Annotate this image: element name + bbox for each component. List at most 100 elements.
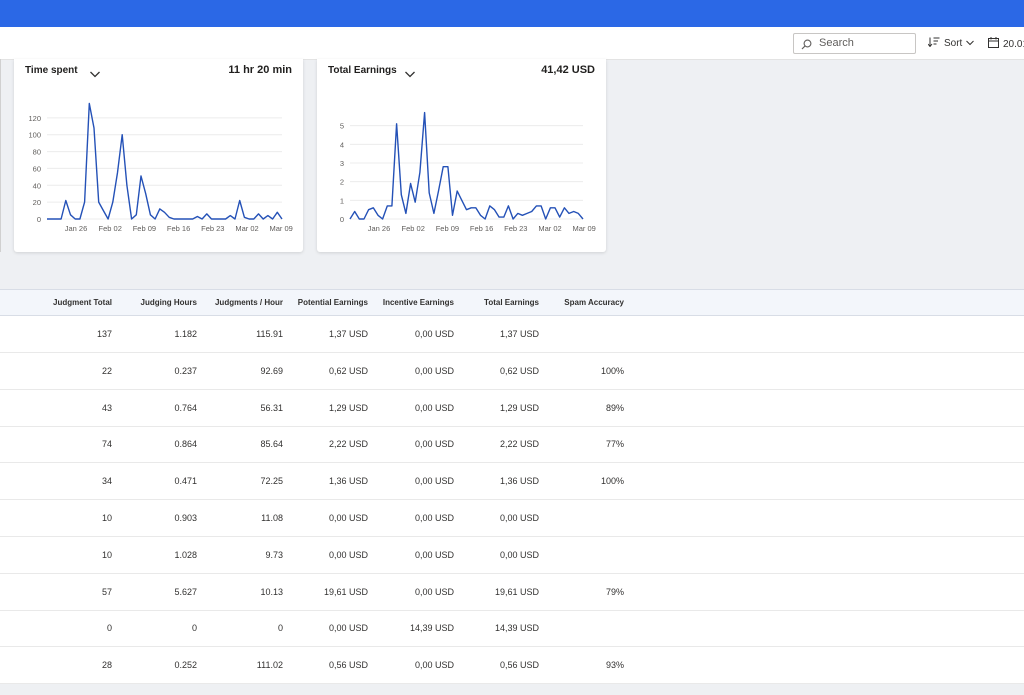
table-cell: 0,00 USD (328, 549, 368, 560)
y-tick-label: 0 (37, 215, 41, 224)
table-cell: 0,62 USD (328, 365, 368, 376)
table-cell: 0.471 (174, 476, 197, 487)
table-cell: 0,00 USD (414, 365, 454, 376)
x-tick-label: Feb 23 (201, 224, 224, 233)
table-cell: 85.64 (260, 439, 283, 450)
sort-icon (927, 37, 940, 50)
command-bar: Search Sort 20.01 (0, 27, 1024, 60)
table-row[interactable]: 10 0.903 11.08 0,00 USD 0,00 USD 0,00 USD (0, 499, 1024, 537)
y-tick-label: 20 (33, 198, 41, 207)
chevron-down-icon[interactable] (405, 65, 415, 83)
table-cell: 1,36 USD (328, 476, 368, 487)
chevron-down-icon[interactable] (90, 65, 100, 83)
table-row[interactable]: 22 0.237 92.69 0,62 USD 0,00 USD 0,62 USD 100% (0, 352, 1024, 390)
table-cell: 1.028 (174, 549, 197, 560)
table-cell: 1,29 USD (499, 402, 539, 413)
table-cell: 1,36 USD (499, 476, 539, 487)
column-header[interactable]: Incentive Earnings (382, 298, 454, 307)
table-row[interactable]: 43 0.764 56.31 1,29 USD 0,00 USD 1,29 USD 89% (0, 389, 1024, 427)
column-header[interactable]: Judging Hours (140, 298, 197, 307)
table-cell: 1,29 USD (328, 402, 368, 413)
table-cell: 10.13 (260, 586, 283, 597)
table-cell: 43 (101, 402, 112, 413)
card-edge (0, 59, 1, 252)
table-row[interactable]: 74 0.864 85.64 2,22 USD 0,00 USD 2,22 USD 77% (0, 425, 1024, 464)
table-cell: 1.182 (174, 329, 197, 339)
table-cell: 56.31 (260, 402, 283, 413)
table-cell: 0,00 USD (499, 549, 539, 560)
table-cell: 0 (106, 623, 112, 634)
table-cell: 93% (605, 660, 624, 671)
date-range-button[interactable]: 20.01 (988, 37, 1024, 51)
table-cell: 137 (96, 329, 112, 339)
time-spent-chart: 0 20 40 60 80 100 120 Jan 26 Feb 02 Feb 09 Feb 16 F… (28, 102, 293, 233)
app-header-bar (0, 0, 1024, 27)
table-cell: 0,00 USD (414, 402, 454, 413)
table-row[interactable]: 57 5.627 10.13 19,61 USD 0,00 USD 19,61 USD 79… (0, 573, 1024, 611)
y-tick-label: 5 (340, 122, 344, 131)
table-cell: 0,00 USD (414, 549, 454, 560)
x-tick-label: Jan 26 (368, 224, 391, 233)
table-cell: 0,00 USD (414, 660, 454, 671)
x-tick-label: Feb 16 (470, 224, 493, 233)
x-tick-label: Feb 02 (402, 224, 425, 233)
card-total-value: 11 hr 20 min (228, 64, 292, 76)
x-tick-label: Mar 09 (573, 224, 596, 233)
table-cell: 5.627 (174, 586, 197, 597)
column-header[interactable]: Judgment Total (53, 298, 112, 307)
table-cell: 0,00 USD (414, 513, 454, 523)
table-row[interactable]: 0 0 0 0,00 USD 14,39 USD 14,39 USD (0, 609, 1024, 648)
column-header[interactable]: Potential Earnings (297, 298, 368, 307)
x-tick-label: Feb 16 (167, 224, 190, 233)
table-cell: 0.903 (174, 513, 197, 523)
table-row[interactable]: 34 0.471 72.25 1,36 USD 0,00 USD 1,36 USD 100% (0, 462, 1024, 501)
table-cell: 11.08 (261, 513, 283, 523)
column-header[interactable]: Spam Accuracy (564, 298, 624, 307)
y-tick-label: 100 (28, 131, 41, 140)
sort-button[interactable]: Sort (927, 37, 975, 50)
table-cell: 2,22 USD (499, 439, 539, 450)
table-cell: 0,00 USD (414, 476, 454, 487)
table-cell: 14,39 USD (409, 623, 454, 634)
table-cell: 9.73 (265, 549, 283, 560)
table-cell: 0,56 USD (499, 660, 539, 671)
table-row[interactable]: 137 1.182 115.91 1,37 USD 0,00 USD 1,37 USD (0, 315, 1024, 353)
series-line (47, 102, 283, 220)
table-cell: 100% (600, 365, 624, 376)
table-cell: 28 (101, 660, 112, 671)
table-cell: 92.69 (260, 365, 283, 376)
table-cell: 77% (605, 439, 624, 450)
x-tick-label: Jan 26 (65, 224, 88, 233)
table-cell: 0,00 USD (328, 623, 368, 634)
table-cell: 0,00 USD (328, 513, 368, 523)
x-tick-label: Mar 09 (270, 224, 293, 233)
card-title: Time spent (25, 65, 78, 76)
y-tick-label: 80 (33, 148, 41, 157)
table-row[interactable]: 28 0.252 111.02 0,56 USD 0,00 USD 0,56 USD 93% (0, 646, 1024, 685)
table-cell: 115.91 (256, 329, 283, 339)
earnings-table: Judgment Total Judging Hours Judgments / H… (0, 289, 1024, 685)
x-tick-label: Mar 02 (235, 224, 258, 233)
table-cell: 0,56 USD (328, 660, 368, 671)
column-header[interactable]: Judgments / Hour (214, 298, 283, 307)
x-tick-label: Feb 09 (436, 224, 459, 233)
search-box[interactable]: Search (793, 33, 916, 54)
y-tick-label: 1 (340, 196, 344, 205)
table-cell: 2,22 USD (328, 439, 368, 450)
table-cell: 74 (101, 439, 112, 450)
y-tick-label: 60 (33, 164, 41, 173)
series-line (349, 111, 584, 220)
total-earnings-chart: 0 1 2 3 4 5 Jan 26 Feb 02 Feb 09 Feb 16 Feb 23 Mar … (340, 111, 596, 233)
search-input[interactable]: Search (819, 37, 854, 49)
search-icon (801, 37, 812, 55)
table-cell: 0,62 USD (499, 365, 539, 376)
table-cell: 10 (101, 513, 112, 523)
x-tick-label: Feb 23 (504, 224, 527, 233)
table-row[interactable]: 10 1.028 9.73 0,00 USD 0,00 USD 0,00 USD (0, 536, 1024, 574)
y-tick-label: 120 (28, 114, 41, 123)
table-cell: 0,00 USD (414, 329, 454, 339)
table-cell: 79% (605, 586, 624, 597)
table-cell: 0,00 USD (414, 586, 454, 597)
column-header[interactable]: Total Earnings (484, 298, 539, 307)
date-range-label: 20.01 (1003, 38, 1024, 50)
